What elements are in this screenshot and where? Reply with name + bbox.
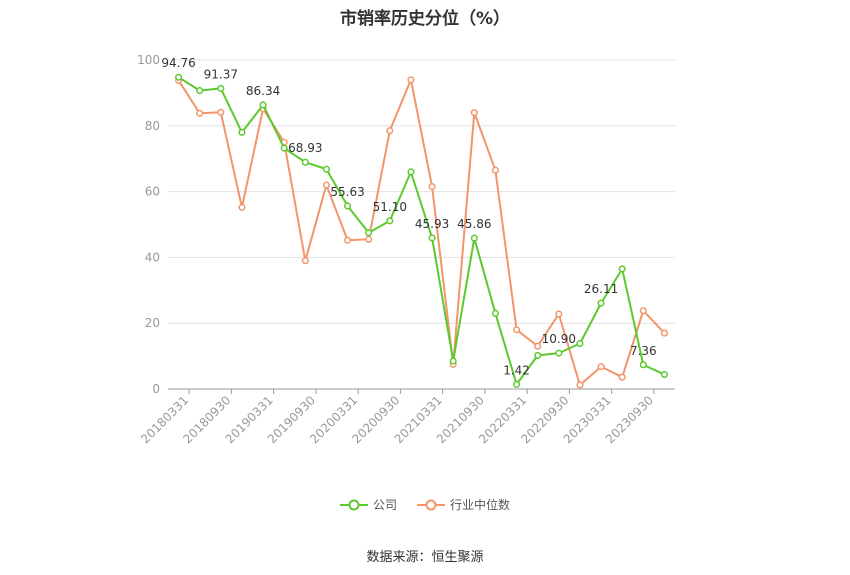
chart-title: 市销率历史分位（%） xyxy=(339,9,511,29)
company-point xyxy=(407,168,415,176)
legend-industry-label: 行业中位数 xyxy=(450,498,511,512)
company-line xyxy=(178,76,665,386)
company-point xyxy=(175,73,183,81)
data-source: 数据来源：恒生聚源 xyxy=(366,550,484,565)
data-label: 86.34 xyxy=(246,84,280,98)
legend-company-label: 公司 xyxy=(372,498,397,512)
legend-item-company[interactable]: 公司 xyxy=(339,496,397,513)
data-label: 55.63 xyxy=(330,185,364,199)
company-point xyxy=(259,101,267,109)
series-lines xyxy=(175,73,668,389)
y-tick-label: 40 xyxy=(145,250,160,264)
company-point xyxy=(344,202,352,210)
company-point xyxy=(386,217,394,225)
industry-median-point xyxy=(322,181,330,189)
industry-median-point xyxy=(555,310,563,318)
data-label: 45.93 xyxy=(415,217,449,231)
data-label: 1.42 xyxy=(503,363,530,377)
company-point xyxy=(513,380,521,388)
company-point xyxy=(217,84,225,92)
industry-median-point xyxy=(407,76,415,84)
data-label: 68.93 xyxy=(288,141,322,155)
legend-company-marker xyxy=(339,499,368,510)
industry-median-point xyxy=(238,203,246,211)
industry-median-line xyxy=(177,78,666,387)
industry-median-point xyxy=(576,381,584,389)
company-point xyxy=(534,351,542,359)
data-label: 7.36 xyxy=(630,344,657,358)
legend-item-industry-median[interactable]: 行业中位数 xyxy=(417,496,510,513)
y-tick-label: 0 xyxy=(152,382,160,396)
company-point xyxy=(428,234,436,242)
y-tick-label: 20 xyxy=(145,316,160,330)
company-point xyxy=(365,229,373,237)
company-point xyxy=(280,144,288,152)
industry-median-point xyxy=(428,183,436,191)
industry-median-point xyxy=(618,373,626,381)
company-point xyxy=(238,128,246,136)
y-tick-label: 100 xyxy=(137,53,160,67)
company-point xyxy=(470,234,478,242)
data-label: 26.11 xyxy=(584,282,618,296)
industry-median-point xyxy=(491,166,499,174)
industry-median-point xyxy=(513,326,521,334)
industry-median-point xyxy=(470,109,478,117)
y-tick-label: 80 xyxy=(145,119,160,133)
company-point xyxy=(618,265,626,273)
company-point xyxy=(639,361,647,369)
industry-median-point xyxy=(344,236,352,244)
data-label: 10.90 xyxy=(542,332,576,346)
industry-median-point xyxy=(639,307,647,315)
company-point xyxy=(301,158,309,166)
company-point xyxy=(449,357,457,365)
company-point xyxy=(597,299,605,307)
data-label: 45.86 xyxy=(457,217,491,231)
industry-median-point xyxy=(196,109,204,117)
industry-median-point xyxy=(660,329,668,337)
data-labels: 94.76 91.37 86.34 68.93 55.63 51.10 45.93 45.86… xyxy=(161,56,656,377)
industry-median-point xyxy=(534,342,542,350)
data-label: 94.76 xyxy=(161,56,195,70)
company-point xyxy=(660,370,668,379)
data-label: 51.10 xyxy=(373,200,407,214)
company-point xyxy=(555,349,563,357)
data-label: 91.37 xyxy=(204,67,238,81)
y-tick-label: 60 xyxy=(145,185,160,199)
company-point xyxy=(322,165,330,173)
company-point xyxy=(491,309,499,317)
company-point xyxy=(576,340,584,348)
industry-median-point xyxy=(365,235,373,243)
company-point xyxy=(196,87,204,95)
industry-median-point xyxy=(386,127,394,135)
legend: 公司 行业中位数 xyxy=(0,496,850,513)
legend-industry-marker xyxy=(417,499,445,510)
industry-median-point xyxy=(301,257,309,265)
industry-median-point xyxy=(597,363,605,371)
industry-median-point xyxy=(217,108,225,116)
